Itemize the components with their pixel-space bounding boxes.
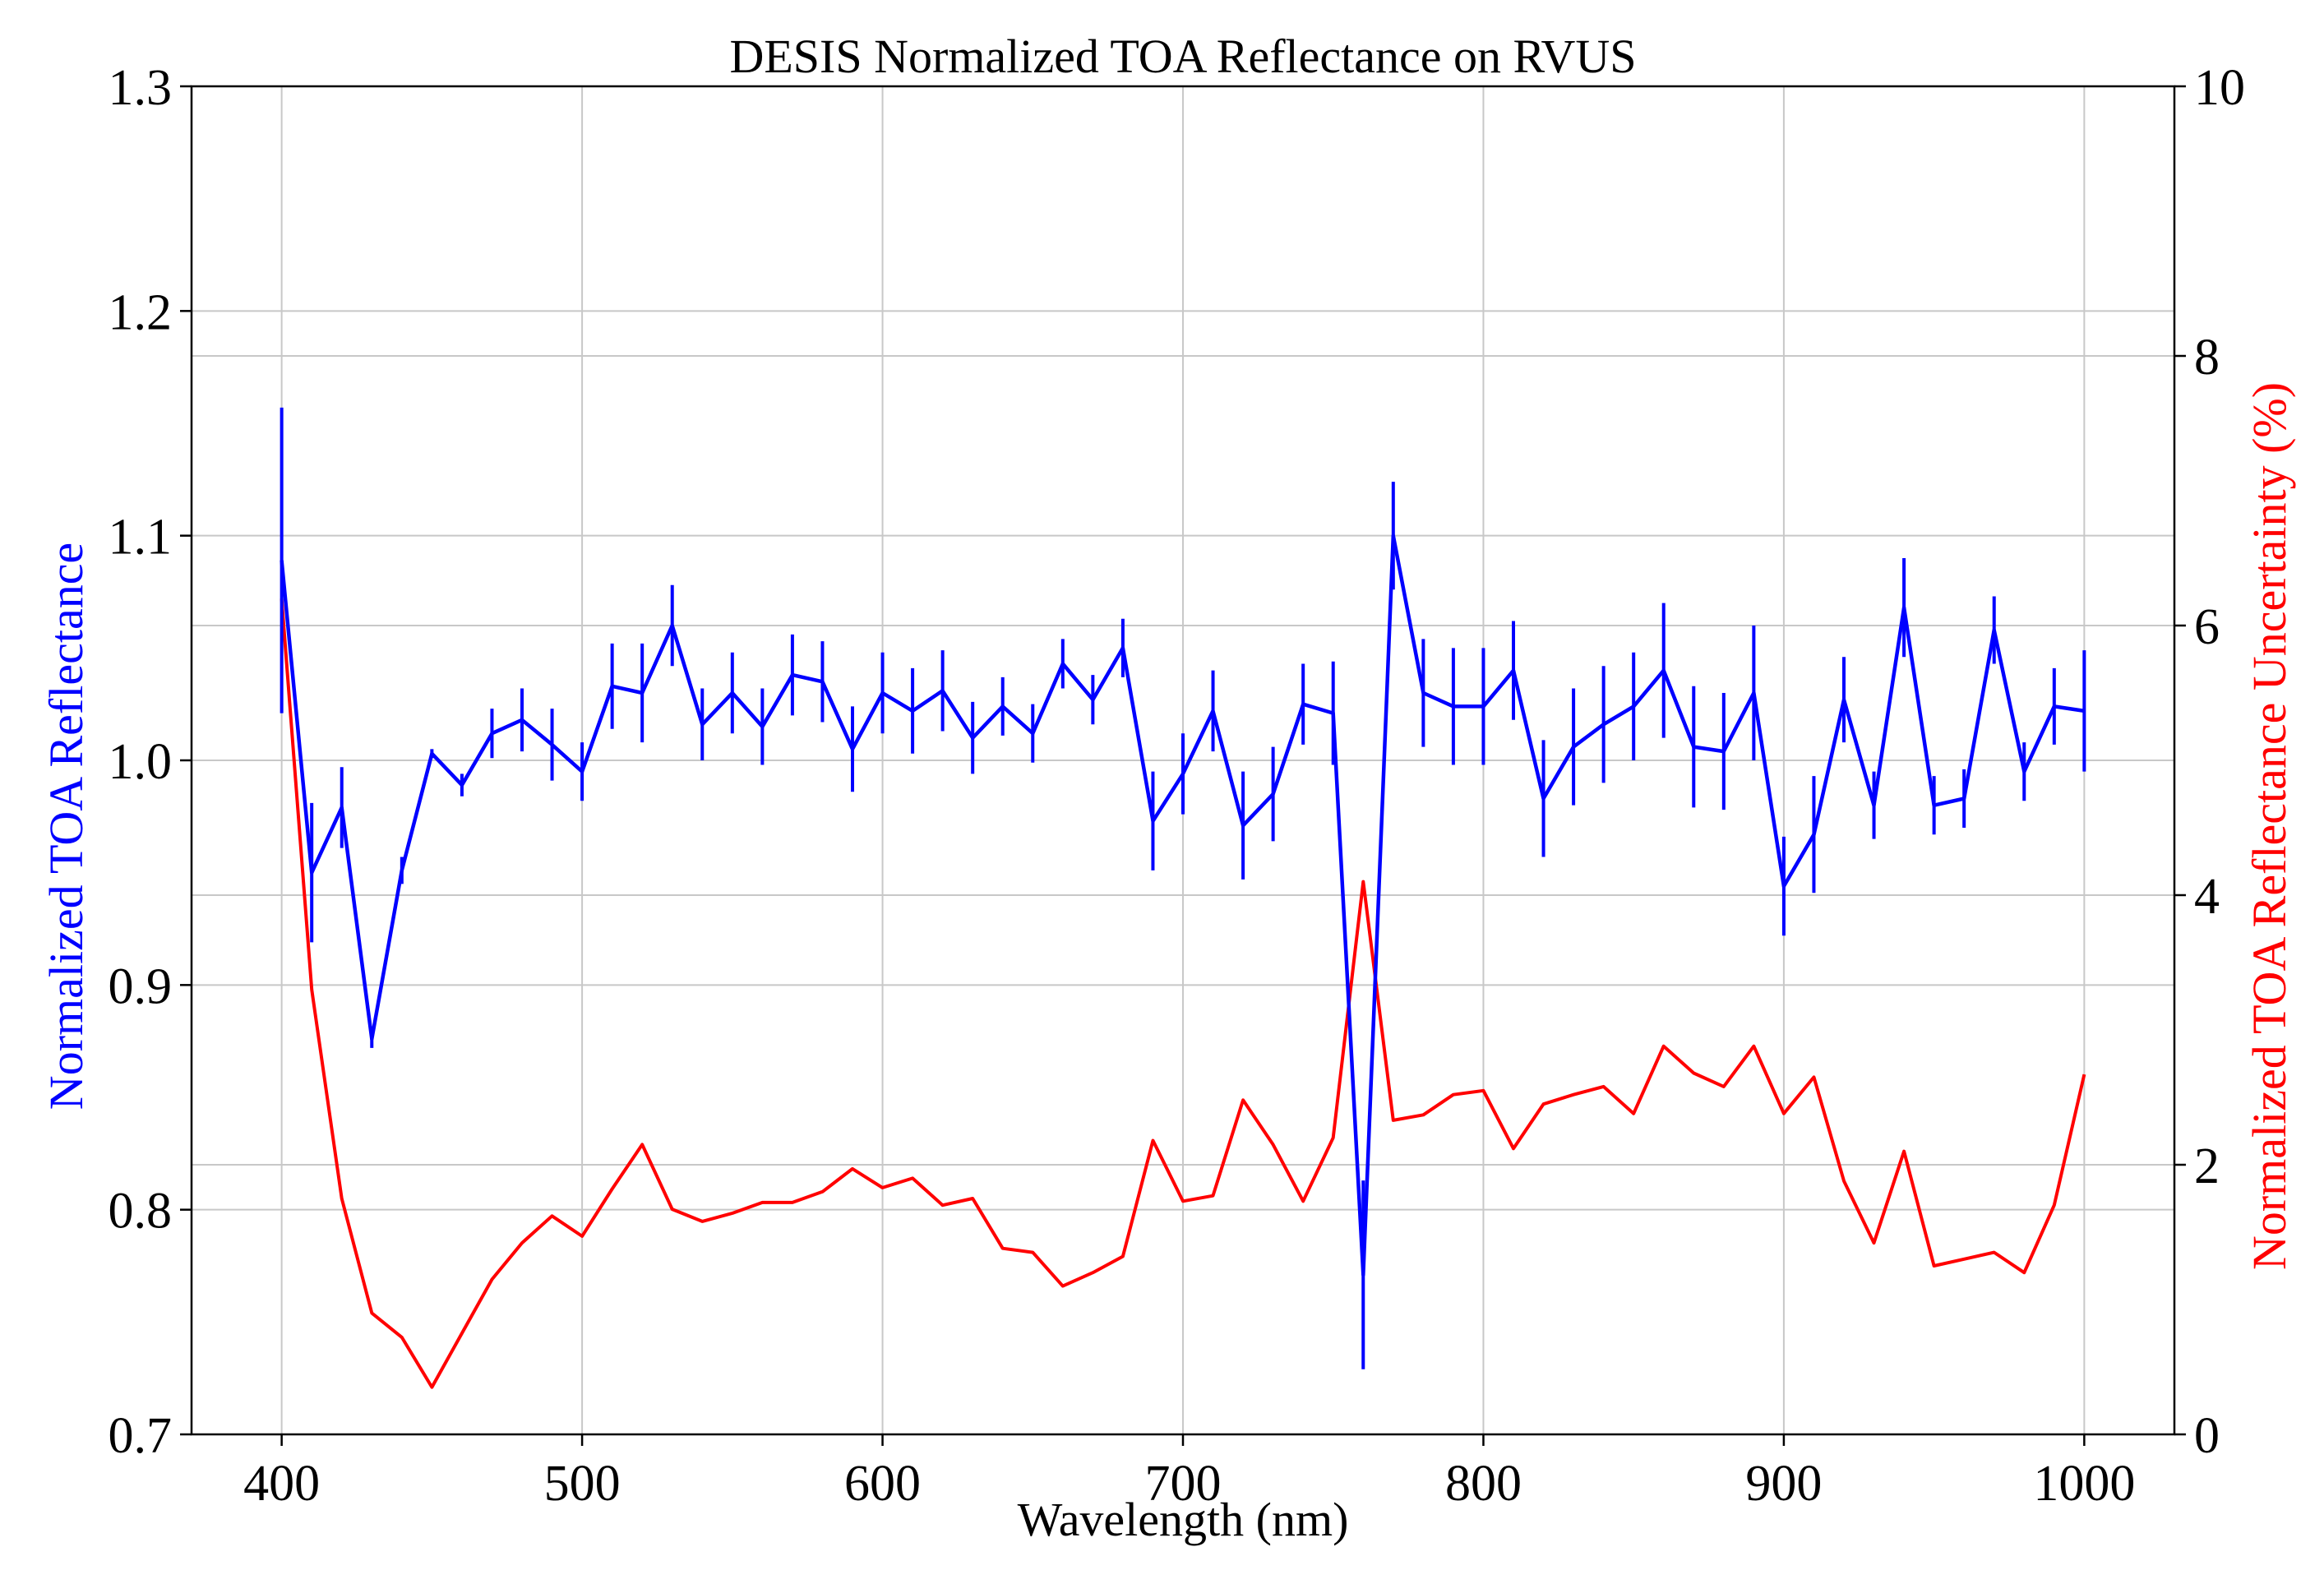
chart-title: DESIS Normalized TOA Reflectance on RVUS	[729, 30, 1636, 83]
left-y-tick-label: 0.8	[109, 1184, 173, 1240]
x-tick-label: 900	[1745, 1456, 1822, 1512]
right-y-tick-label: 2	[2194, 1138, 2220, 1194]
right-y-tick-label: 6	[2194, 599, 2220, 655]
x-tick-label: 1000	[2033, 1456, 2135, 1512]
left-y-axis-label: Normalized TOA Reflectance	[39, 543, 93, 1110]
x-tick-label: 700	[1145, 1456, 1222, 1512]
left-y-tick-label: 1.1	[109, 510, 173, 566]
x-tick-label: 400	[243, 1456, 320, 1512]
left-y-axis-ticks: 0.7 0.8 0.9 1.0 1.1 1.2 1.3	[109, 60, 192, 1464]
right-y-tick-label: 0	[2194, 1408, 2220, 1464]
left-y-tick-label: 0.7	[109, 1408, 173, 1464]
left-y-tick-label: 0.9	[109, 958, 173, 1014]
right-y-tick-label: 4	[2194, 869, 2220, 925]
x-axis-ticks: 400 500 600 700 800 900 1000	[243, 1434, 2135, 1512]
uncertainty-line	[280, 598, 2086, 1389]
left-y-tick-label: 1.0	[109, 734, 173, 790]
x-axis-label: Wavelength (nm)	[1018, 1493, 1349, 1546]
right-y-tick-label: 8	[2194, 330, 2220, 386]
x-tick-label: 500	[544, 1456, 621, 1512]
x-tick-label: 600	[844, 1456, 921, 1512]
uncertainty-series	[280, 598, 2086, 1389]
x-tick-label: 800	[1445, 1456, 1522, 1512]
right-y-axis-ticks: 0 2 4 6 8 10	[2174, 60, 2245, 1464]
left-y-tick-label: 1.3	[109, 60, 173, 116]
reflectance-line	[280, 533, 2085, 1277]
left-y-tick-label: 1.2	[109, 284, 173, 340]
reflectance-series	[280, 407, 2086, 1369]
right-y-tick-label: 10	[2194, 60, 2245, 116]
right-y-axis-label: Normalized TOA Reflectance Uncertainty (…	[2243, 382, 2296, 1270]
